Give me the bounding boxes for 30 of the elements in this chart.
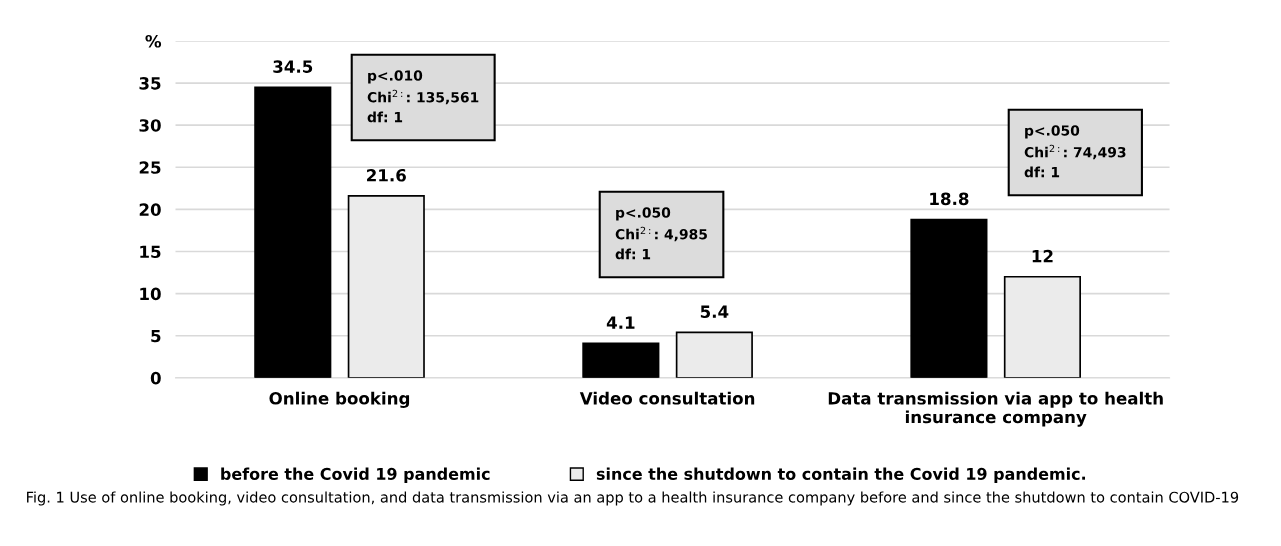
bar <box>582 342 660 378</box>
data-label: 21.6 <box>367 168 406 182</box>
x-tick-label: Data transmission via app to health insurance company <box>828 391 1163 427</box>
annotation: p<.010 Chi$^{2:}$: 135,561 df: 1 <box>367 70 479 123</box>
data-label: 34.5 <box>273 60 313 73</box>
x-tick-label: Video consultation <box>579 391 755 405</box>
bar <box>254 86 332 378</box>
data-label: 4.1 <box>606 316 635 329</box>
y-tick-label: 20 <box>139 203 161 216</box>
bar <box>675 331 753 378</box>
bar <box>910 218 988 378</box>
caption: Fig. 1 Use of online booking, video consultation, and data transmission via an app to a health insurance company before and since the shutdown to contain COVID-19 <box>27 491 1239 506</box>
y-tick-label: 15 <box>140 245 161 259</box>
y-tick-label: 10 <box>140 287 161 301</box>
y-tick-label: 5 <box>151 329 161 343</box>
bar <box>347 195 425 378</box>
data-label: 18.8 <box>930 192 969 206</box>
y-tick-label: % <box>145 34 162 48</box>
data-label: 12 <box>1032 249 1053 263</box>
y-tick-label: 0 <box>150 371 161 385</box>
annotation: p<.050 Chi$^{2:}$: 74,493 df: 1 <box>1024 125 1126 178</box>
x-tick-label: Online booking <box>269 391 410 408</box>
y-tick-label: 30 <box>139 119 161 132</box>
bar <box>1003 275 1081 378</box>
y-tick-label: 35 <box>139 77 161 90</box>
annotation: p<.050 Chi$^{2:}$: 4,985 df: 1 <box>615 207 707 260</box>
legend-label: since the shutdown to contain the Covid 19 pandemic. <box>596 467 1086 484</box>
y-tick-label: 25 <box>139 161 161 174</box>
data-label: 5.4 <box>700 305 729 319</box>
legend-label: before the Covid 19 pandemic <box>221 467 490 484</box>
